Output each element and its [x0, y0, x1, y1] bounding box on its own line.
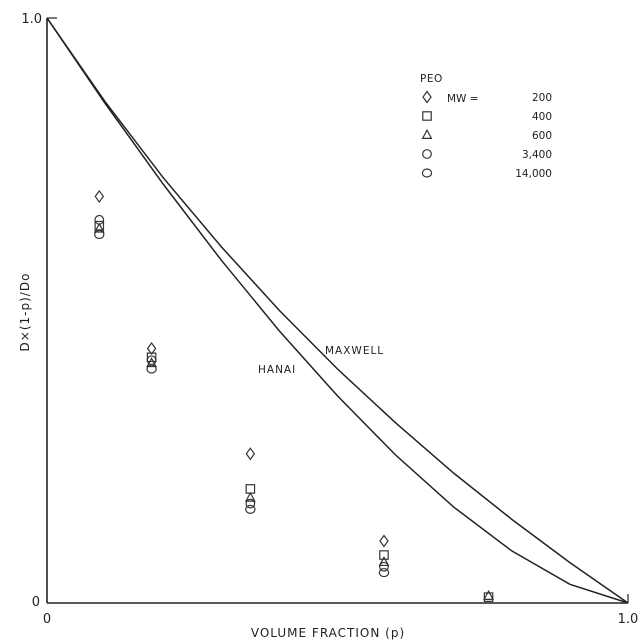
data-point-mw-600 [244, 491, 256, 502]
legend-label-mw-3400: 3,400 [522, 149, 552, 161]
legend-marker-mw-200 [422, 90, 432, 104]
legend-marker-mw-400 [422, 111, 432, 121]
y-tick-label-max: 1.0 [21, 12, 42, 27]
data-point-mw-14000 [146, 364, 157, 374]
data-point-mw-400 [483, 592, 494, 602]
legend-entries: 200 400 600 3,400 14,000 [421, 90, 552, 180]
theory-curves [46, 17, 629, 604]
data-point-mw-200 [94, 189, 105, 203]
maxwell-annotation: MAXWELL [325, 345, 384, 357]
legend-marker-mw-600 [421, 128, 433, 139]
data-point-mw-400 [146, 352, 157, 363]
hanai-curve [46, 17, 629, 604]
data-point-mw-600 [93, 222, 105, 233]
hanai-annotation: HANAI [258, 364, 296, 376]
data-point-mw-3400 [379, 561, 389, 572]
data-point-mw-200 [379, 534, 389, 548]
legend-label-mw-600: 600 [532, 130, 552, 142]
data-point-mw-14000 [378, 567, 390, 578]
data-point-mw-200 [245, 447, 256, 461]
data-point-mw-600 [146, 357, 157, 368]
legend-label-mw-400: 400 [532, 111, 552, 123]
data-point-mw-600 [483, 589, 494, 600]
data-points [93, 189, 494, 602]
legend-label-mw-200: 200 [532, 92, 552, 104]
legend-marker-mw-14000 [421, 168, 433, 178]
legend-marker-mw-3400 [422, 149, 432, 159]
data-point-mw-14000 [94, 229, 105, 240]
data-point-mw-600 [378, 555, 390, 567]
x-tick-label-min: 0 [43, 612, 51, 627]
maxwell-curve [46, 17, 629, 604]
y-axis-label: D×(1-p)/Do [18, 273, 32, 352]
x-tick-label-max: 1.0 [618, 612, 639, 627]
legend-title: PEO [420, 73, 443, 85]
y-tick-label-min: 0 [32, 595, 40, 610]
legend: PEO MW = 200 400 600 3,400 14,000 [420, 73, 552, 180]
data-point-mw-400 [379, 550, 389, 560]
data-point-mw-3400 [94, 214, 105, 225]
data-point-mw-200 [146, 342, 157, 356]
legend-prefix: MW = [447, 93, 479, 105]
x-axis-label: VOLUME FRACTION (p) [251, 626, 405, 640]
legend-label-mw-14000: 14,000 [515, 168, 552, 180]
data-point-mw-14000 [245, 504, 256, 514]
data-point-mw-3400 [245, 498, 256, 509]
